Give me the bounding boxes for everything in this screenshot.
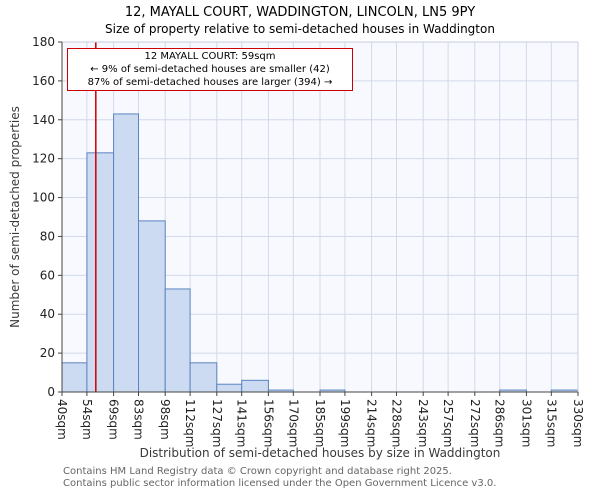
x-tick-label: 127sqm [210, 399, 224, 447]
y-tick-label: 60 [40, 268, 55, 282]
x-tick-label: 185sqm [313, 399, 327, 447]
x-tick-label: 83sqm [132, 399, 146, 440]
y-tick-label: 180 [32, 35, 55, 49]
x-tick-label: 199sqm [338, 399, 352, 447]
footer-line1: Contains HM Land Registry data © Crown c… [63, 466, 452, 477]
annotation-smaller-stat: ← 9% of semi-detached houses are smaller… [90, 64, 330, 75]
x-tick-label: 69sqm [107, 399, 121, 440]
subject-property-annotation: 12 MAYALL COURT: 59sqm ← 9% of semi-deta… [67, 48, 353, 91]
y-tick-label: 40 [40, 307, 55, 321]
x-tick-label: 315sqm [544, 399, 558, 447]
y-tick-label: 160 [32, 74, 55, 88]
footer-line2: Contains public sector information licen… [63, 477, 497, 489]
x-tick-label: 54sqm [80, 399, 94, 440]
x-tick-label: 228sqm [390, 399, 404, 447]
y-tick-label: 0 [47, 385, 55, 399]
x-tick-label: 257sqm [441, 399, 455, 447]
annotation-larger-stat: 87% of semi-detached houses are larger (… [87, 77, 333, 88]
histogram-bar [216, 383, 243, 393]
histogram-bar [113, 113, 140, 393]
y-tick-label: 100 [32, 191, 55, 205]
x-tick-label: 170sqm [286, 399, 300, 447]
attribution-footer: Contains HM Land Registry data © Crown c… [63, 466, 496, 489]
histogram-bar [61, 362, 88, 393]
y-tick-label: 140 [32, 113, 55, 127]
x-tick-label: 40sqm [55, 399, 69, 440]
annotation-title: 12 MAYALL COURT: 59sqm [144, 51, 276, 62]
x-tick-label: 286sqm [493, 399, 507, 447]
x-tick-label: 330sqm [571, 399, 585, 447]
x-tick-label: 301sqm [519, 399, 533, 447]
histogram-bar [86, 152, 115, 393]
y-axis-label: Number of semi-detached properties [8, 106, 22, 328]
histogram-bar [164, 288, 191, 393]
x-tick-label: 98sqm [158, 399, 172, 440]
y-tick-label: 20 [40, 346, 55, 360]
x-tick-label: 141sqm [235, 399, 249, 447]
histogram-bar [241, 379, 269, 393]
histogram-bar [189, 362, 218, 393]
x-tick-label: 112sqm [183, 399, 197, 447]
chart-subtitle: Size of property relative to semi-detach… [105, 22, 495, 36]
x-tick-label: 156sqm [261, 399, 275, 447]
y-tick-label: 80 [40, 229, 55, 243]
histogram-bar [138, 220, 166, 393]
x-tick-label: 214sqm [365, 399, 379, 447]
y-tick-label: 120 [32, 152, 55, 166]
x-tick-label: 272sqm [468, 399, 482, 447]
x-tick-label: 243sqm [416, 399, 430, 447]
chart-title: 12, MAYALL COURT, WADDINGTON, LINCOLN, L… [124, 5, 476, 20]
x-axis-label: Distribution of semi-detached houses by … [139, 446, 501, 460]
